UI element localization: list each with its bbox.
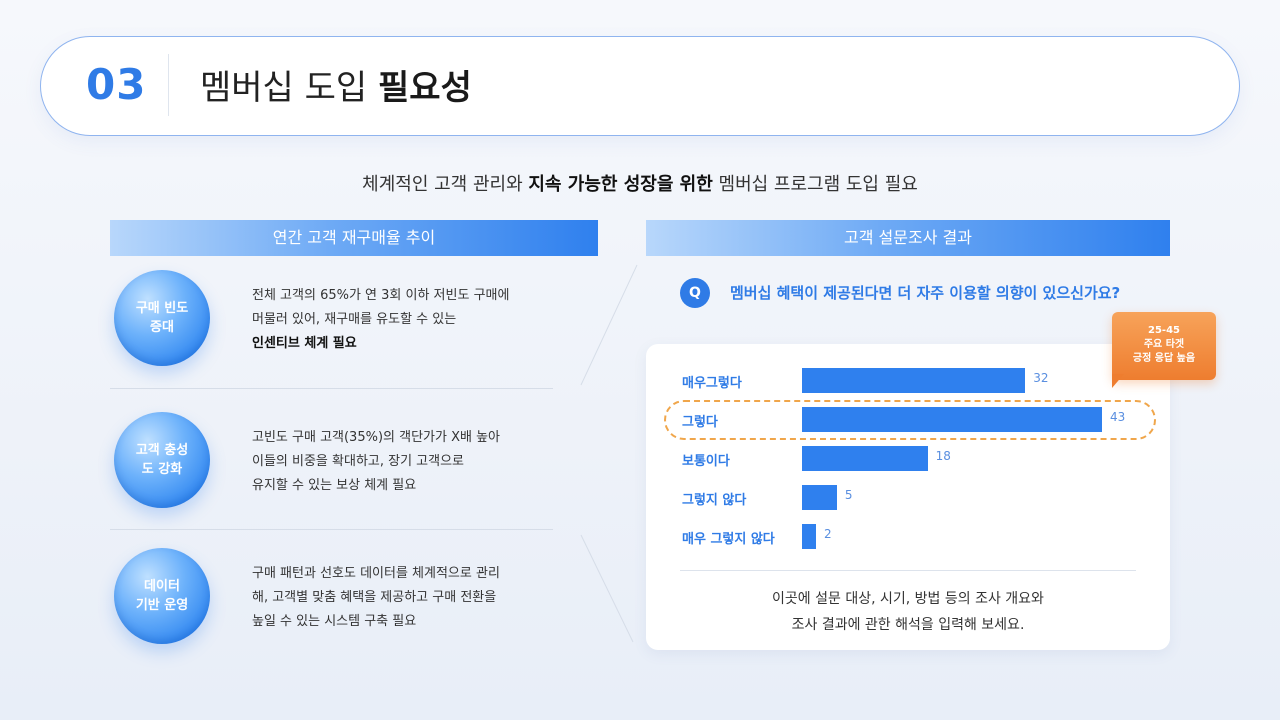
circle-label-line1: 고객 충성 [135,443,189,458]
card-divider [680,570,1136,571]
survey-card [646,344,1170,650]
bar-label: 보통이다 [682,454,730,469]
title-regular: 멤버십 도입 [200,68,368,108]
bar-value: 2 [824,527,832,541]
survey-question: 멤버십 혜택이 제공된다면 더 자주 이용할 의향이 있으신가요? [730,284,1121,302]
item-text-line1: 구매 패턴과 선호도 데이터를 체계적으로 관리 [252,566,500,581]
bar-label: 매우 그렇지 않다 [682,532,775,547]
item-text-line2: 해, 고객별 맞춤 혜택을 제공하고 구매 전환을 [252,590,497,605]
bar [802,368,1026,393]
item-text-line1: 전체 고객의 65%가 연 3회 이하 저빈도 구매에 [252,288,510,303]
bar-label: 그렇지 않다 [682,493,747,508]
item-text-line2: 머물러 있어, 재구매를 유도할 수 있는 [252,312,457,327]
subtitle: 체계적인 고객 관리와 지속 가능한 성장을 위한 멤버십 프로그램 도입 필요 [0,170,1280,196]
bar-value: 32 [1033,371,1049,385]
callout-line1: 25-45 [1148,325,1180,336]
section-number: 03 [86,60,147,109]
callout-line3: 긍정 응답 높음 [1132,353,1196,364]
item-text-line2: 이들의 비중을 확대하고, 장기 고객으로 [252,454,465,469]
question-badge: Q [680,278,710,308]
header-divider [168,54,169,116]
item-text-line3: 인센티브 체계 필요 [252,336,357,351]
connector-line-top [580,264,638,386]
circle-label-line2: 증대 [150,320,174,335]
note-line2: 조사 결과에 관한 해석을 입력해 보세요. [791,617,1025,633]
left-section-title: 연간 고객 재구매율 추이 [110,220,598,256]
bar-label: 그렇다 [682,415,718,430]
item-divider [110,529,553,530]
note-line1: 이곳에 설문 대상, 시기, 방법 등의 조사 개요와 [772,591,1044,607]
callout-tail [1112,374,1124,388]
circle-label-line2: 기반 운영 [135,598,189,613]
item-text-line3: 유지할 수 있는 보상 체계 필요 [252,478,417,493]
connector-line-bottom [580,534,634,643]
callout-line2: 주요 타겟 [1143,339,1185,350]
highlight-outline [664,400,1156,440]
bar [802,485,837,510]
subtitle-part1: 체계적인 고객 관리와 [362,174,529,195]
item-text-line3: 높일 수 있는 시스템 구축 필요 [252,614,417,629]
item-divider [110,388,553,389]
item-text-line1: 고빈도 구매 고객(35%)의 객단가가 X배 높아 [252,430,501,445]
right-section-title: 고객 설문조사 결과 [646,220,1170,256]
title-bold: 필요성 [378,68,472,108]
connector-lines [580,264,638,643]
header-pill [40,36,1240,136]
bar-value: 18 [935,449,951,463]
circle-label-line2: 도 강화 [141,462,183,477]
bar-label: 매우그렇다 [682,376,742,391]
subtitle-bold: 지속 가능한 성장을 위한 [528,174,713,195]
bar [802,446,928,471]
circle-label-line1: 데이터 [144,579,180,594]
subtitle-part2: 멤버십 프로그램 도입 필요 [712,174,918,195]
bar-value: 5 [844,488,853,502]
circle-label-line1: 구매 빈도 [135,301,189,316]
page-title: 멤버십 도입 필요성 [200,60,472,109]
bar [802,407,1102,432]
bar-value: 43 [1110,410,1126,424]
bar [802,524,816,549]
